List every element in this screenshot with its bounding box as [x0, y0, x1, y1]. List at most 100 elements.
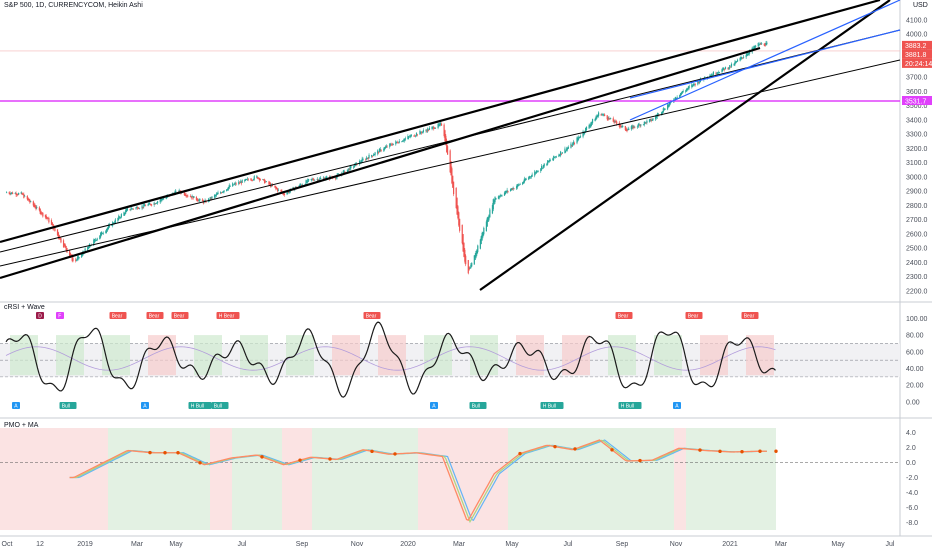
candle-body	[353, 165, 355, 167]
crsi-tick-label: 40.00	[906, 366, 924, 373]
candle-body	[761, 43, 763, 45]
candle-body	[451, 168, 453, 184]
candle-body	[650, 119, 652, 121]
candle-body	[512, 187, 514, 190]
price-tag-bg	[902, 58, 932, 68]
price-tick-label: 3100.0	[906, 160, 928, 167]
candle-body	[93, 239, 95, 246]
candle-body	[119, 217, 122, 219]
candle-body	[595, 116, 597, 121]
candle-body	[220, 192, 222, 194]
candle-body	[549, 160, 551, 161]
candle-body	[525, 178, 527, 181]
candle-body	[392, 143, 394, 145]
time-tick-label: May	[831, 541, 845, 548]
trend-line	[0, 0, 881, 244]
candle-body	[15, 193, 17, 196]
candle-body	[300, 184, 302, 186]
candle-body	[687, 86, 689, 90]
candle-body	[465, 255, 467, 265]
pmo-cross-dot	[148, 450, 152, 455]
candle-body	[72, 258, 74, 261]
candle-body	[481, 232, 483, 241]
candle-body	[234, 182, 236, 185]
candle-body	[105, 230, 107, 234]
candle-body	[427, 128, 429, 132]
signal-marker-label: Bull	[62, 403, 70, 409]
candle-body	[691, 84, 693, 88]
candle-body	[312, 179, 314, 180]
candle-body	[730, 66, 732, 68]
time-tick-label: 2021	[722, 541, 738, 548]
candle-body	[84, 248, 86, 254]
candle-body	[38, 207, 40, 211]
candle-body	[213, 195, 216, 198]
candle-body	[445, 135, 447, 145]
pmo-cross-dot	[638, 458, 642, 463]
candle-body	[193, 196, 195, 198]
candle-body	[522, 181, 525, 184]
time-tick-label: Sep	[616, 541, 629, 548]
candle-body	[117, 217, 119, 222]
candle-body	[428, 127, 431, 130]
candle-body	[401, 141, 403, 143]
candle-body	[238, 181, 240, 184]
candle-body	[326, 176, 328, 179]
time-tick-label: Mar	[775, 541, 788, 548]
pmo-cross-dot	[298, 458, 302, 462]
candle-body	[414, 135, 416, 137]
candle-body	[68, 250, 71, 256]
candle-body	[637, 123, 639, 127]
candle-body	[458, 212, 460, 226]
candle-body	[229, 185, 231, 187]
candle-body	[455, 187, 457, 209]
candle-body	[165, 196, 167, 199]
candle-body	[461, 224, 463, 244]
pmo-cross-dot	[163, 451, 167, 455]
signal-marker	[469, 402, 487, 409]
candle-body	[609, 118, 611, 120]
candle-body	[348, 169, 350, 171]
candle-body	[419, 130, 421, 135]
candle-body	[45, 215, 47, 219]
pmo-cross-dot	[698, 448, 702, 452]
candle-body	[528, 177, 530, 180]
candle-body	[679, 93, 682, 97]
candle-body	[389, 143, 391, 147]
candle-body	[390, 144, 393, 146]
trend-line	[629, 0, 901, 121]
candle-body	[552, 158, 554, 161]
signal-marker-label: D	[38, 313, 42, 319]
candle-body	[421, 132, 423, 134]
candle-body	[745, 54, 747, 58]
candle-body	[616, 121, 618, 124]
candle-body	[256, 175, 258, 178]
candle-body	[322, 177, 324, 179]
candle-body	[485, 221, 488, 232]
candle-body	[94, 239, 96, 243]
candle-body	[201, 199, 204, 202]
candle-body	[126, 208, 129, 211]
candle-body	[537, 170, 539, 172]
bear-zone	[378, 335, 406, 376]
candle-body	[610, 117, 612, 119]
signal-marker-label: H Bear	[219, 313, 235, 319]
candle-body	[529, 176, 532, 178]
candle-body	[644, 121, 646, 124]
candle-body	[142, 206, 144, 208]
candle-body	[24, 195, 26, 197]
pmo-tick-label: -2.0	[906, 475, 918, 482]
candle-body	[674, 97, 676, 101]
candle-body	[433, 127, 435, 130]
candle-body	[421, 131, 424, 133]
candle-body	[190, 196, 192, 199]
candle-body	[631, 125, 633, 128]
price-tick-label: 3000.0	[906, 174, 928, 181]
signal-marker-label: H Bull	[191, 403, 204, 409]
candle-body	[475, 251, 477, 258]
candle-body	[536, 171, 538, 173]
candle-body	[257, 176, 259, 179]
candle-body	[343, 170, 345, 173]
price-tick-label: 2400.0	[906, 260, 928, 267]
